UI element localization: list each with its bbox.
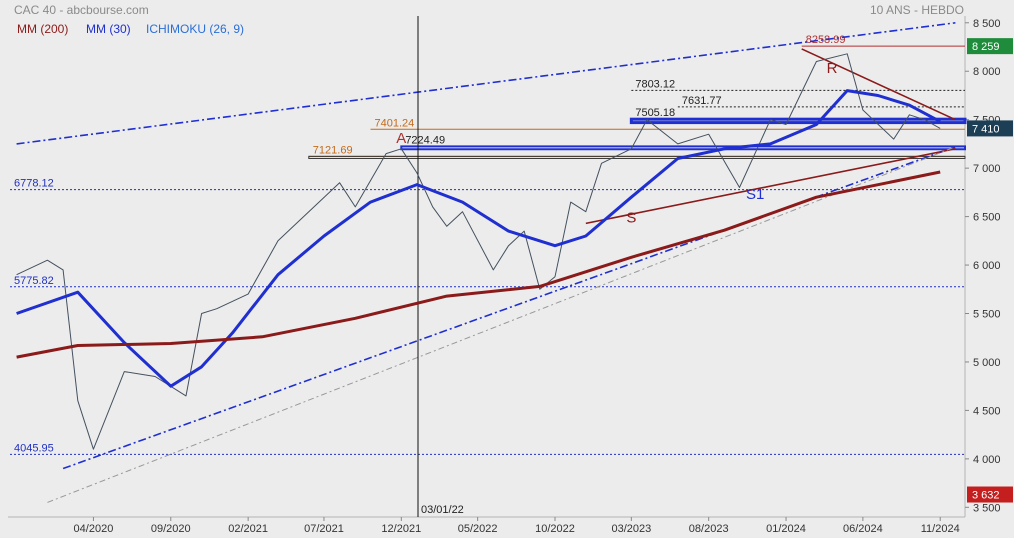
chart-period: 10 ANS - HEBDO	[869, 3, 964, 17]
legend-ichimoku[interactable]: ICHIMOKU (26, 9)	[146, 22, 245, 36]
annotation-S: S	[626, 209, 636, 226]
x-tick-label: 02/2021	[228, 523, 268, 535]
x-tick-label: 01/2024	[766, 523, 806, 535]
level-band-1	[400, 145, 966, 151]
price-badge-3632: 3 632	[972, 490, 1000, 502]
y-tick-label: 8 000	[973, 66, 1001, 78]
level-band-2	[308, 155, 966, 159]
x-tick-label: 11/2024	[921, 523, 960, 535]
annotation-A: A	[396, 130, 406, 147]
y-tick-label: 6 000	[973, 260, 1001, 272]
level-label-7224-49: 7224.49	[405, 134, 445, 146]
series-line-cac-40	[16, 53, 941, 450]
vertical-marker-label: 03/01/22	[421, 504, 464, 516]
x-tick-label: 08/2023	[689, 523, 729, 535]
series-line-mm-30-	[16, 89, 941, 388]
x-tick-label: 07/2021	[304, 523, 344, 535]
price-badge-bg-8259	[967, 38, 1013, 55]
level-label-7121-69: 7121.69	[313, 144, 353, 156]
level-label-7505-18: 7505.18	[635, 107, 675, 119]
level-label-7631-77: 7631.77	[682, 95, 722, 107]
price-badge-8259: 8 259	[972, 41, 1000, 53]
trendline-S	[585, 147, 956, 225]
chart-title: CAC 40 - abcbourse.com	[14, 3, 149, 17]
y-tick-label: 3 500	[973, 502, 1001, 514]
y-tick-label: 4 000	[973, 454, 1001, 466]
y-tick-label: 5 000	[973, 357, 1001, 369]
x-tick-label: 04/2020	[74, 523, 114, 535]
x-tick-label: 03/2023	[611, 523, 651, 535]
x-tick-label: 06/2024	[843, 523, 883, 535]
y-tick-label: 7 000	[973, 163, 1001, 175]
series-line-mm-200-	[16, 170, 941, 359]
level-label-7803-12: 7803.12	[635, 78, 675, 90]
annotation-R: R	[827, 60, 838, 77]
legend-mm200[interactable]: MM (200)	[17, 22, 69, 36]
price-badge-bg-3632	[967, 486, 1013, 503]
x-tick-label: 10/2022	[535, 523, 575, 535]
trendline-R	[801, 48, 956, 121]
level-label-8258-99: 8258.99	[806, 34, 846, 46]
x-tick-label: 12/2021	[381, 523, 421, 535]
level-label-5775-82: 5775.82	[14, 275, 54, 287]
legend-mm30[interactable]: MM (30)	[86, 22, 131, 36]
price-badge-bg-7410	[967, 120, 1013, 137]
y-tick-label: 4 500	[973, 405, 1001, 417]
level-label-7401-24: 7401.24	[374, 117, 414, 129]
price-badge-7410: 7 410	[972, 123, 1000, 135]
level-band-0	[629, 117, 967, 125]
annotation-S1: S1	[746, 186, 764, 203]
y-tick-label: 6 500	[973, 212, 1001, 224]
y-tick-label: 5 500	[973, 308, 1001, 320]
trendline-A	[16, 21, 956, 145]
x-tick-label: 09/2020	[151, 523, 191, 535]
y-tick-label: 8 500	[973, 18, 1001, 30]
level-label-6778-12: 6778.12	[14, 178, 54, 190]
x-tick-label: 05/2022	[458, 523, 498, 535]
level-label-4045-95: 4045.95	[14, 442, 54, 454]
trendline-long-term	[47, 146, 956, 503]
